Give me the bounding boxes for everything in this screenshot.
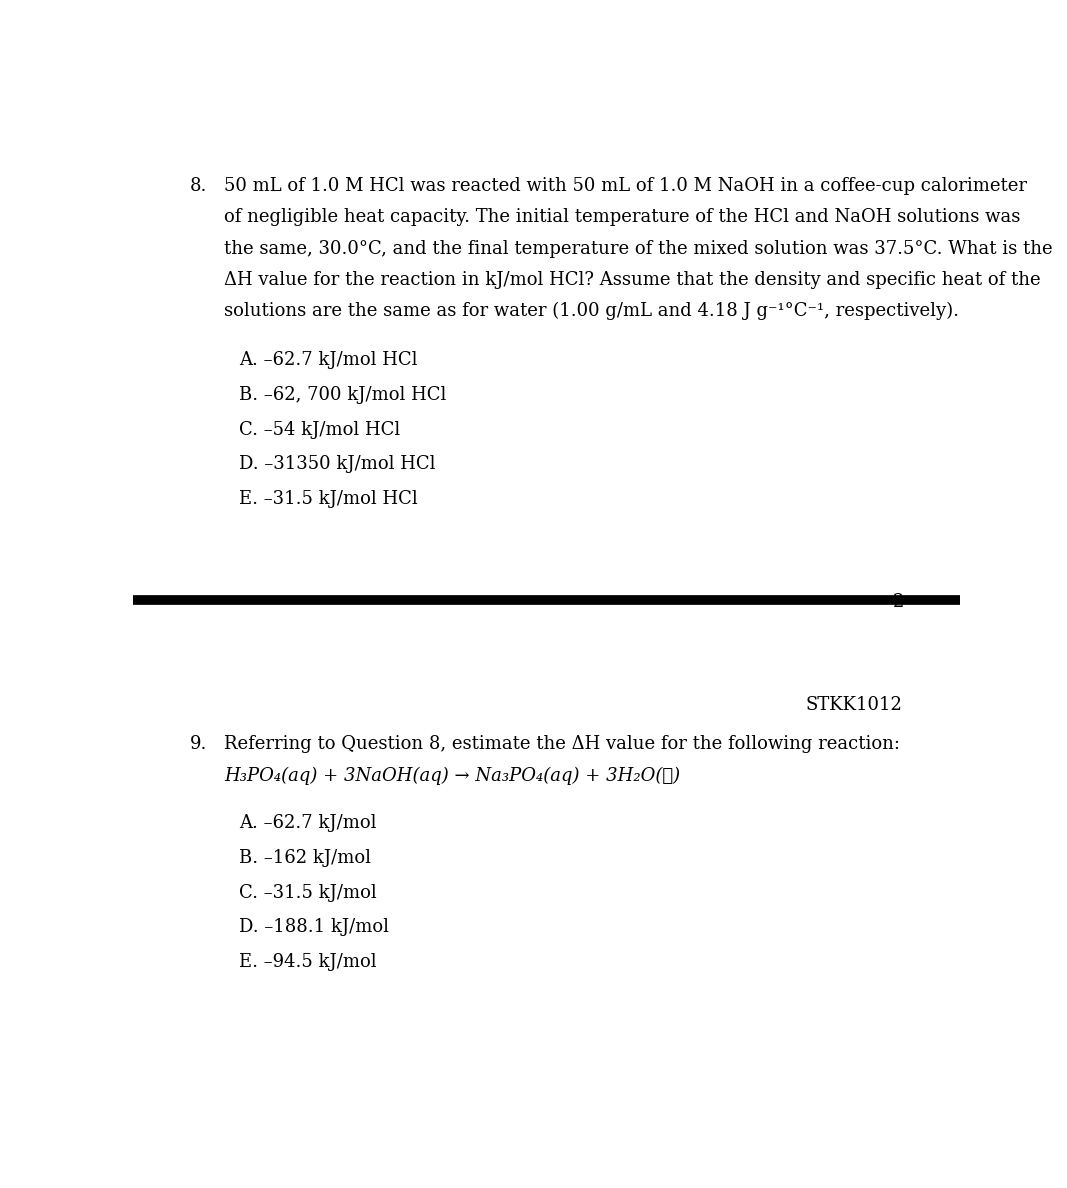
Text: B. –62, 700 kJ/mol HCl: B. –62, 700 kJ/mol HCl — [239, 386, 447, 404]
Text: STKK1012: STKK1012 — [806, 696, 903, 714]
Text: C. –54 kJ/mol HCl: C. –54 kJ/mol HCl — [239, 421, 400, 438]
Text: 9.: 9. — [190, 735, 207, 753]
Text: 2: 2 — [892, 593, 904, 611]
Text: C. –31.5 kJ/mol: C. –31.5 kJ/mol — [239, 884, 377, 902]
Text: E. –31.5 kJ/mol HCl: E. –31.5 kJ/mol HCl — [239, 491, 418, 508]
Text: B. –162 kJ/mol: B. –162 kJ/mol — [239, 848, 371, 867]
Text: solutions are the same as for water (1.00 g/mL and 4.18 J g⁻¹°C⁻¹, respectively): solutions are the same as for water (1.0… — [224, 302, 959, 320]
Text: ΔH value for the reaction in kJ/mol HCl? Assume that the density and specific he: ΔH value for the reaction in kJ/mol HCl?… — [224, 271, 1041, 289]
Text: E. –94.5 kJ/mol: E. –94.5 kJ/mol — [239, 953, 377, 971]
Text: A. –62.7 kJ/mol HCl: A. –62.7 kJ/mol HCl — [239, 352, 417, 369]
Text: H₃PO₄(aq) + 3NaOH(aq) → Na₃PO₄(aq) + 3H₂O(ℓ): H₃PO₄(aq) + 3NaOH(aq) → Na₃PO₄(aq) + 3H₂… — [224, 766, 681, 785]
Text: of negligible heat capacity. The initial temperature of the HCl and NaOH solutio: of negligible heat capacity. The initial… — [224, 208, 1021, 227]
Text: A. –62.7 kJ/mol: A. –62.7 kJ/mol — [239, 814, 377, 832]
Text: D. –31350 kJ/mol HCl: D. –31350 kJ/mol HCl — [239, 455, 435, 473]
Text: 8.: 8. — [190, 177, 207, 195]
Text: Referring to Question 8, estimate the ΔH value for the following reaction:: Referring to Question 8, estimate the ΔH… — [224, 735, 901, 753]
Text: D. –188.1 kJ/mol: D. –188.1 kJ/mol — [239, 918, 389, 936]
Text: the same, 30.0°C, and the final temperature of the mixed solution was 37.5°C. Wh: the same, 30.0°C, and the final temperat… — [224, 240, 1053, 258]
Text: 50 mL of 1.0 M HCl was reacted with 50 mL of 1.0 M NaOH in a coffee-cup calorime: 50 mL of 1.0 M HCl was reacted with 50 m… — [224, 177, 1028, 195]
